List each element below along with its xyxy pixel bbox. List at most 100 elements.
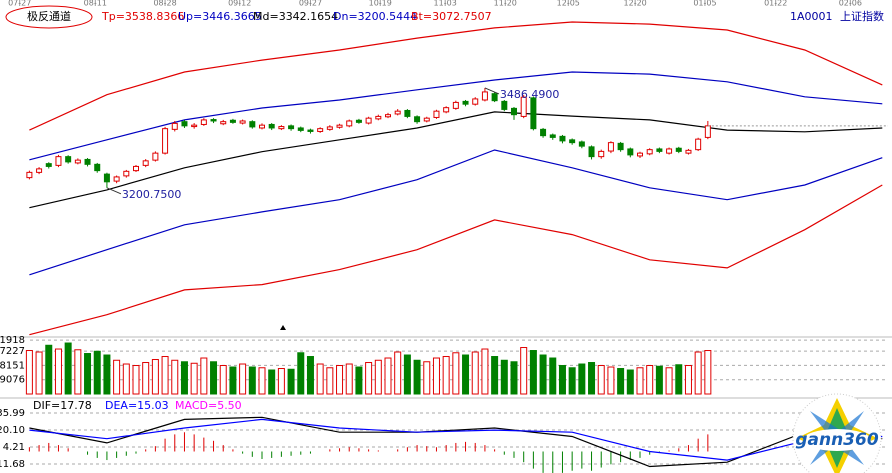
candle-body <box>55 156 62 166</box>
volume-bar <box>675 364 683 395</box>
volume-bar <box>384 357 392 395</box>
band-line <box>29 184 883 336</box>
volume-bar <box>25 350 33 395</box>
candle-body <box>268 123 275 129</box>
volume-bar <box>704 350 712 395</box>
annotation: 3200.7500 <box>122 188 182 201</box>
volume-bar <box>345 363 353 395</box>
candle-body <box>385 114 391 118</box>
y-tick-label: 35.99 <box>0 408 25 419</box>
candle-body <box>297 127 304 131</box>
x-tick-label: 02-06 <box>839 0 862 8</box>
volume-bar <box>268 369 276 395</box>
candle-body <box>229 119 236 123</box>
candle-body <box>481 91 488 101</box>
candle-body <box>162 128 169 154</box>
volume-bar <box>258 367 266 395</box>
volume-bar <box>423 361 431 395</box>
candle-body <box>36 168 43 173</box>
candle-body <box>249 121 256 128</box>
volume-bar <box>665 367 673 395</box>
y-tick-label: 4.21 <box>3 442 25 453</box>
candle-body <box>259 124 265 129</box>
candle-body <box>578 141 585 147</box>
volume-bar <box>617 368 625 395</box>
volume-bar <box>655 365 663 395</box>
candle-body <box>540 128 547 137</box>
volume-bar <box>200 357 208 395</box>
band-line <box>29 111 883 209</box>
volume-bar <box>45 344 53 395</box>
legend-entry: Bt=3072.7507 <box>411 10 492 23</box>
volume-bar <box>297 352 305 395</box>
candle-body <box>200 119 207 125</box>
volume-bar <box>336 365 344 395</box>
legend-entry: MACD=5.50 <box>175 399 242 412</box>
x-tick-label: 12-20 <box>624 0 647 8</box>
volume-bar <box>442 356 450 395</box>
candle-body <box>617 142 624 151</box>
volume-bar <box>316 363 324 395</box>
volume-bar <box>462 354 470 395</box>
candle-body <box>404 109 411 117</box>
y-tick-label: 20.10 <box>0 425 25 436</box>
volume-bar <box>35 351 43 395</box>
candle-body <box>171 122 178 130</box>
y-tick-label: 159076 <box>0 375 25 386</box>
volume-bar <box>607 366 615 395</box>
volume-bar <box>74 349 82 395</box>
candle-body <box>627 148 634 156</box>
candle-body <box>549 134 556 138</box>
candle-body <box>278 126 285 130</box>
candle-body <box>26 171 33 179</box>
y-tick-label: -11.68 <box>0 459 25 470</box>
indicator-badge <box>5 5 93 29</box>
volume-bar <box>210 361 218 395</box>
candle-body <box>666 148 673 154</box>
candle-body <box>123 170 130 177</box>
candle-body <box>656 148 663 152</box>
volume-bar <box>529 350 537 395</box>
candle-body <box>191 124 198 128</box>
volume-bar <box>520 347 528 395</box>
candle-body <box>288 125 295 130</box>
volume-bar <box>306 356 314 395</box>
volume-bar <box>558 365 566 395</box>
volume-bar <box>578 363 586 395</box>
band-line <box>29 71 883 161</box>
candle-body <box>317 128 324 132</box>
symbol: 1A0001 <box>790 10 833 23</box>
x-tick-label: 01-05 <box>693 0 716 8</box>
volume-bar <box>597 365 605 395</box>
macd-line <box>29 418 883 461</box>
candle-body <box>511 107 517 116</box>
volume-bar <box>151 359 159 395</box>
candle-body <box>675 147 682 152</box>
x-tick-label: 11-20 <box>494 0 517 8</box>
candle-body <box>520 96 527 117</box>
legend-entry: Dn=3200.5444 <box>333 10 417 23</box>
indicator-name: 极反通道 <box>27 9 71 23</box>
candle-body <box>685 149 692 154</box>
candle-body <box>452 101 459 109</box>
x-tick-label: 12-05 <box>557 0 580 8</box>
candle-body <box>695 138 702 151</box>
x-tick-label: 07-27 <box>8 0 31 8</box>
volume-bar <box>539 354 547 395</box>
candle-body <box>74 159 81 164</box>
candle-body <box>142 160 149 166</box>
volume-bar <box>287 368 295 395</box>
x-tick-label: 01-22 <box>764 0 787 8</box>
candle-body <box>346 120 353 127</box>
candle-body <box>45 163 52 167</box>
candle-body <box>704 125 711 138</box>
candle-body <box>307 129 314 132</box>
volume-bar <box>432 357 440 395</box>
marker <box>280 325 286 330</box>
volume-bar <box>277 368 285 395</box>
volume-bar <box>326 367 334 395</box>
y-tick-label: 211918 <box>0 335 25 346</box>
x-tick-label: 08-28 <box>153 0 176 8</box>
index-name: 上证指数 <box>840 9 884 23</box>
